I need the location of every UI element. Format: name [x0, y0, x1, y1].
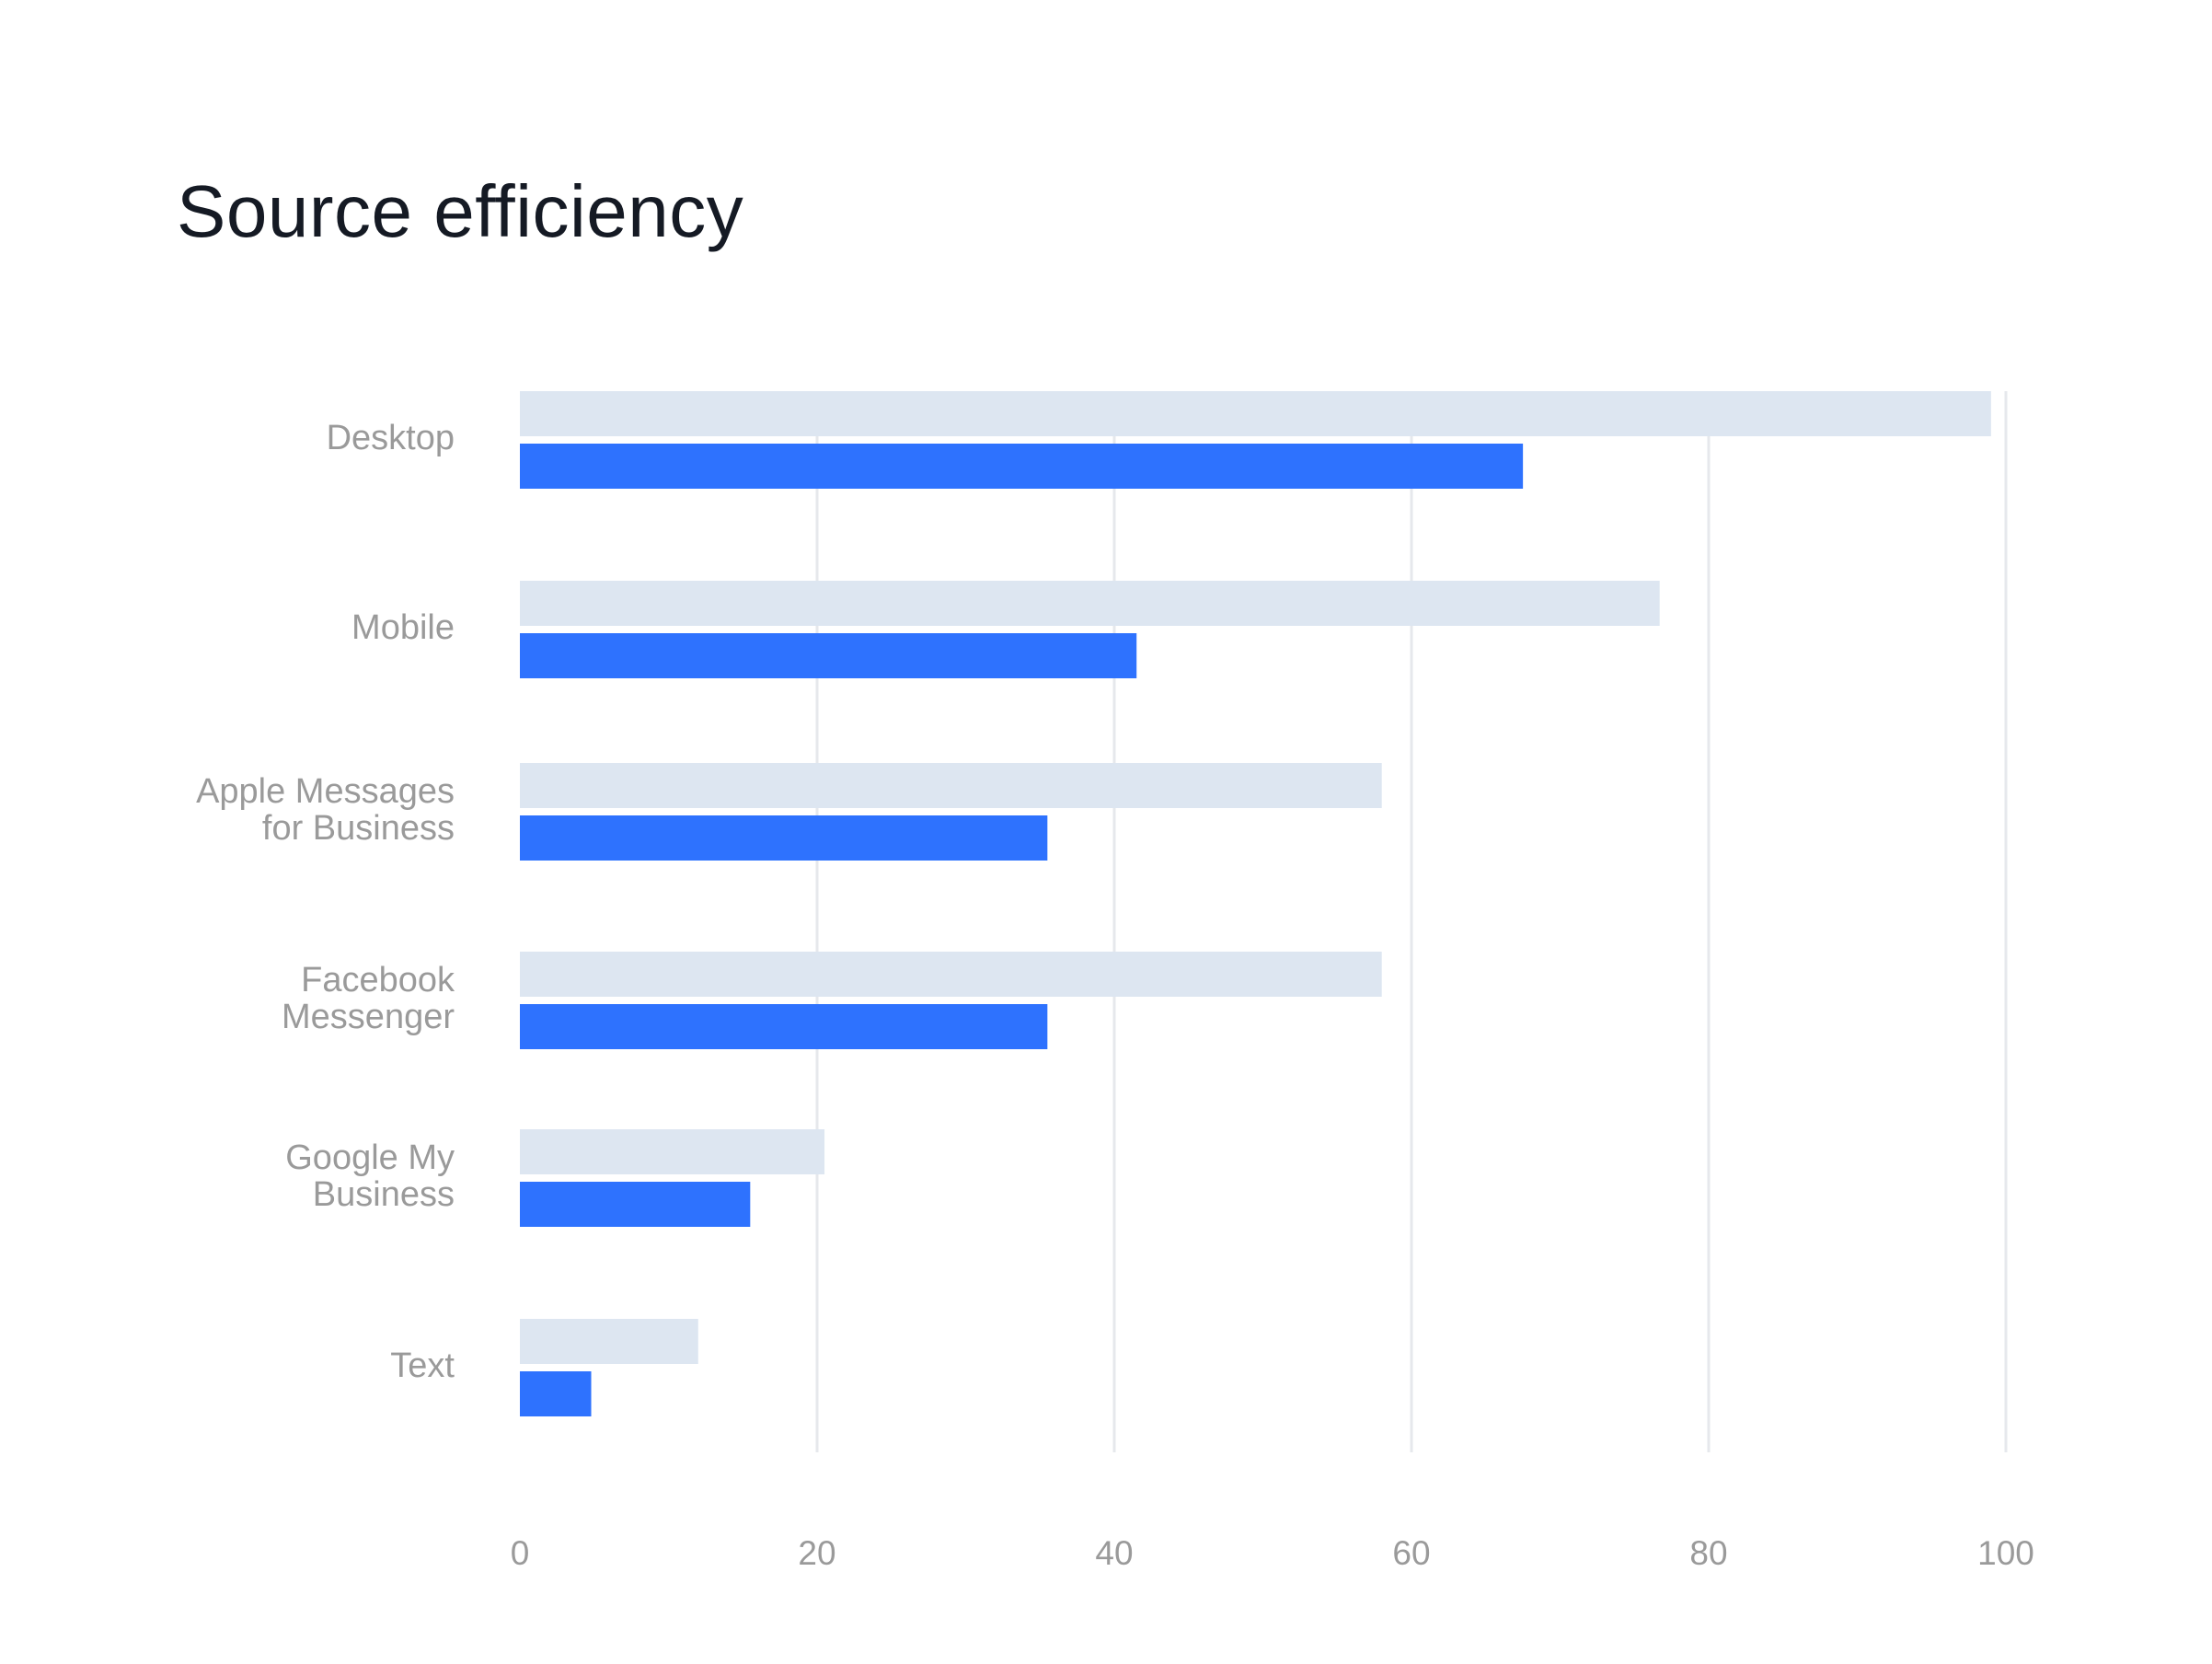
bar [520, 1129, 825, 1174]
category-label: Facebook Messenger [282, 961, 455, 1036]
gridlines [815, 391, 2008, 1452]
x-tick-label: 80 [1689, 1534, 1727, 1572]
bar [520, 763, 1382, 808]
category-label-line: Mobile [351, 608, 455, 647]
category-label: Text [390, 1346, 455, 1385]
bar [520, 1182, 751, 1227]
bar [520, 581, 1660, 626]
bar [520, 633, 1137, 678]
category-label-line: Messenger [282, 998, 455, 1036]
x-tick-label: 20 [798, 1534, 835, 1572]
chart-title: Source efficiency [177, 170, 744, 252]
category-label: Desktop [327, 419, 455, 457]
category-label-line: Text [390, 1346, 455, 1385]
category-label-line: Business [313, 1175, 455, 1214]
bar [520, 444, 1524, 489]
x-tick-label: 100 [1977, 1534, 2034, 1572]
x-tick-label: 40 [1095, 1534, 1133, 1572]
x-tick-label: 0 [511, 1534, 530, 1572]
category-label-line: Desktop [327, 419, 455, 457]
category-label-line: Apple Messages [196, 772, 455, 811]
bar [520, 391, 1991, 436]
bar [520, 952, 1382, 997]
category-label: Apple Messages for Business [196, 772, 455, 848]
bars [520, 391, 1991, 1416]
x-axis-ticks: 0 20 40 60 80 100 [511, 1534, 2034, 1572]
category-label-line: Facebook [301, 961, 455, 1000]
category-label-line: for Business [262, 809, 455, 848]
category-label-line: Google My [285, 1138, 455, 1177]
category-label: Google My Business [285, 1138, 455, 1214]
bar [520, 1371, 592, 1416]
bar [520, 1319, 698, 1364]
bar [520, 815, 1048, 861]
category-labels: Desktop Mobile Apple Messages for Business F… [196, 419, 455, 1385]
bar [520, 1004, 1048, 1049]
category-label: Mobile [351, 608, 455, 647]
x-tick-label: 60 [1392, 1534, 1430, 1572]
